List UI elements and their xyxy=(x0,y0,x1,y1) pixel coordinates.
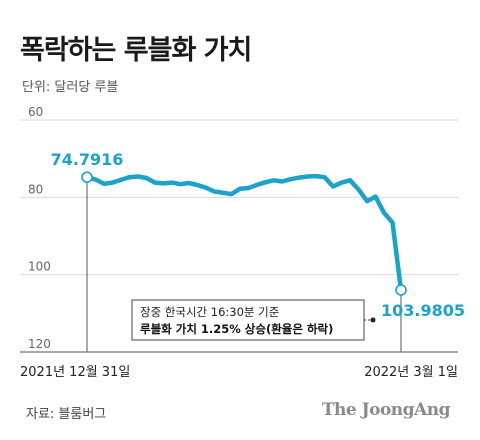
chart-title: 폭락하는 루블화 가치 xyxy=(20,35,252,66)
annotation-box: 장중 한국시간 16:30분 기준 루블화 가치 1.25% 상승(환율은 하락… xyxy=(131,299,365,341)
start-point-marker xyxy=(81,171,93,183)
y-tick-labels: 60 80 100 120 xyxy=(28,105,51,351)
x-label-end: 2022년 3월 1일 xyxy=(364,365,458,380)
brand-logo: The JoongAng xyxy=(321,400,451,420)
annotation-line-2: 루블화 가치 1.25% 상승(환율은 하락) xyxy=(140,322,333,336)
unit-label: 단위: 달러당 루블 xyxy=(22,80,119,95)
y-tick-label-100: 100 xyxy=(28,260,51,274)
annotation-dot xyxy=(370,317,376,323)
gridlines xyxy=(20,119,458,276)
y-tick-label-80: 80 xyxy=(28,182,43,196)
y-tick-label-120: 120 xyxy=(28,337,51,351)
y-tick-label-60: 60 xyxy=(28,105,43,119)
end-value-label: 103.9805 xyxy=(381,301,465,320)
x-label-start: 2021년 12월 31일 xyxy=(20,365,130,380)
annotation-line-1: 장중 한국시간 16:30분 기준 xyxy=(140,305,279,319)
end-point-marker xyxy=(395,284,407,296)
start-value-label: 74.7916 xyxy=(51,150,124,169)
source-label: 자료: 블룸버그 xyxy=(26,407,107,422)
series-line-ruble xyxy=(84,173,404,293)
